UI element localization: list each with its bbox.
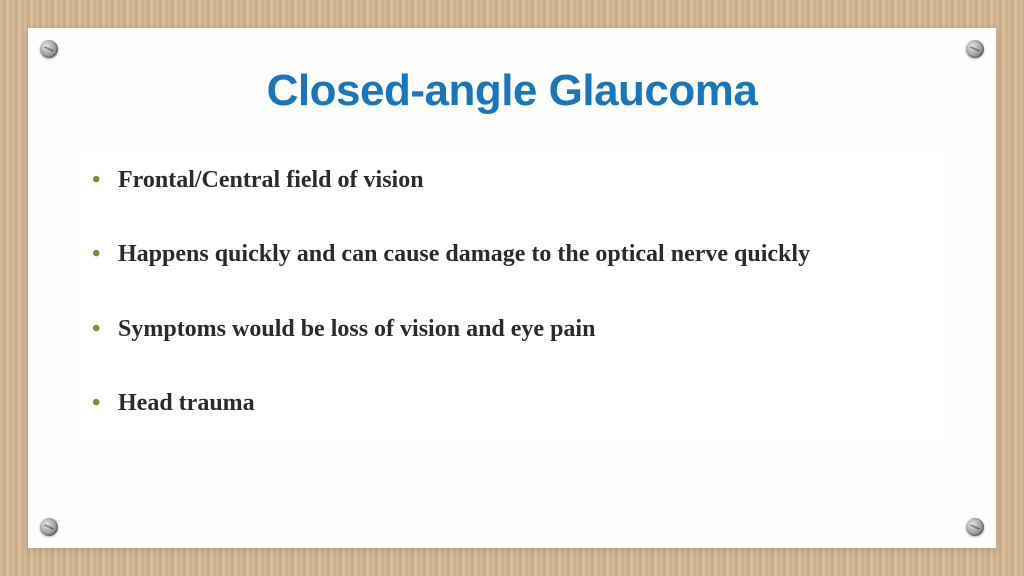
screw-icon: [966, 518, 984, 536]
screw-icon: [40, 518, 58, 536]
list-item: Frontal/Central field of vision: [88, 164, 936, 196]
slide-paper: Closed-angle Glaucoma Frontal/Central fi…: [28, 28, 996, 548]
corkboard-frame: Closed-angle Glaucoma Frontal/Central fi…: [0, 0, 1024, 576]
slide-content: Frontal/Central field of vision Happens …: [78, 154, 946, 440]
list-item: Symptoms would be loss of vision and eye…: [88, 313, 936, 345]
screw-icon: [40, 40, 58, 58]
bullet-list: Frontal/Central field of vision Happens …: [88, 164, 936, 420]
list-item: Head trauma: [88, 387, 936, 419]
screw-icon: [966, 40, 984, 58]
slide-title: Closed-angle Glaucoma: [78, 66, 946, 116]
list-item: Happens quickly and can cause damage to …: [88, 238, 936, 270]
